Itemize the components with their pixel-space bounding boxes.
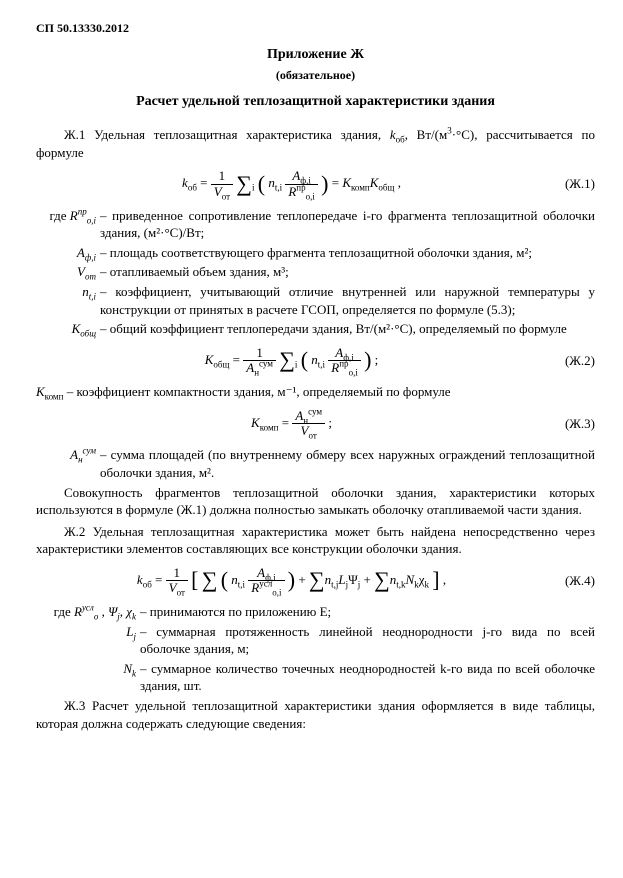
where-n-text: – коэффициент, учитывающий отличие внутр… bbox=[100, 283, 595, 318]
eq1-number: (Ж.1) bbox=[547, 175, 595, 193]
appendix-title: Приложение Ж bbox=[36, 46, 595, 65]
where-Asum-text: – сумма площадей (по внутреннему обмеру … bbox=[100, 446, 595, 481]
doc-code: СП 50.13330.2012 bbox=[36, 20, 595, 36]
where4-intro: где bbox=[54, 604, 74, 619]
where-V: Vот – отапливаемый объем здания, м³; bbox=[36, 263, 595, 281]
equation-1: kоб = 1Vот ∑i ( nt,i Aф,iRпрo,i ) = Kком… bbox=[36, 169, 595, 199]
equation-3: Kкомп = AнсумVот ; (Ж.3) bbox=[36, 409, 595, 439]
para-Kkomp: Kкомп – коэффициент компактности здания,… bbox=[36, 383, 595, 401]
p1a: Ж.1 Удельная теплозащитная характеристик… bbox=[64, 127, 390, 142]
where4-R: где Rуслo , Ψj, χk – принимаются по прил… bbox=[36, 603, 595, 621]
where-R: где Rпрo,i – приведенное сопротивление т… bbox=[36, 207, 595, 242]
where-intro: где bbox=[49, 208, 69, 223]
where-K-text: – общий коэффициент теплопередачи здания… bbox=[100, 320, 595, 338]
para-3: Ж.2 Удельная теплозащитная характеристик… bbox=[36, 523, 595, 558]
where-A-text: – площадь соответствующего фрагмента теп… bbox=[100, 244, 595, 262]
where4-N: Nk – суммарное количество точечных неодн… bbox=[36, 660, 595, 695]
where-A: Aф,i – площадь соответствующего фрагмент… bbox=[36, 244, 595, 262]
equation-2: Kобщ = 1Aнсум ∑i ( nt,i Aф,iRпрo,i ) ; (… bbox=[36, 346, 595, 376]
eq4-number: (Ж.4) bbox=[547, 572, 595, 590]
where4-N-text: – суммарное количество точечных неодноро… bbox=[140, 660, 595, 695]
where-V-text: – отапливаемый объем здания, м³; bbox=[100, 263, 595, 281]
section-title: Расчет удельной теплозащитной характерис… bbox=[36, 93, 595, 112]
eq3-number: (Ж.3) bbox=[547, 415, 595, 433]
appendix-sub: (обязательное) bbox=[36, 67, 595, 83]
where-n: nt,i – коэффициент, учитывающий отличие … bbox=[36, 283, 595, 318]
para-1: Ж.1 Удельная теплозащитная характеристик… bbox=[36, 126, 595, 161]
where-K: Kобщ – общий коэффициент теплопередачи з… bbox=[36, 320, 595, 338]
where4-L: Lj – суммарная протяженность линейной не… bbox=[36, 623, 595, 658]
where4-R-text: – принимаются по приложению Е; bbox=[140, 603, 595, 621]
p-Kk: – коэффициент компактности здания, м⁻¹, … bbox=[63, 384, 450, 399]
para-2: Совокупность фрагментов теплозащитной об… bbox=[36, 484, 595, 519]
where-R-text: – приведенное сопротивление теплопередач… bbox=[100, 207, 595, 242]
para-4: Ж.3 Расчет удельной теплозащитной характ… bbox=[36, 697, 595, 732]
p1b: , Вт/(м bbox=[405, 127, 448, 142]
equation-4: kоб = 1Vот [ ∑ ( nt,i Aф,iRуслo,i ) + ∑n… bbox=[36, 566, 595, 596]
where-Asum: Aнсум – сумма площадей (по внутреннему о… bbox=[36, 446, 595, 481]
where4-L-text: – суммарная протяженность линейной неодн… bbox=[140, 623, 595, 658]
eq2-number: (Ж.2) bbox=[547, 352, 595, 370]
